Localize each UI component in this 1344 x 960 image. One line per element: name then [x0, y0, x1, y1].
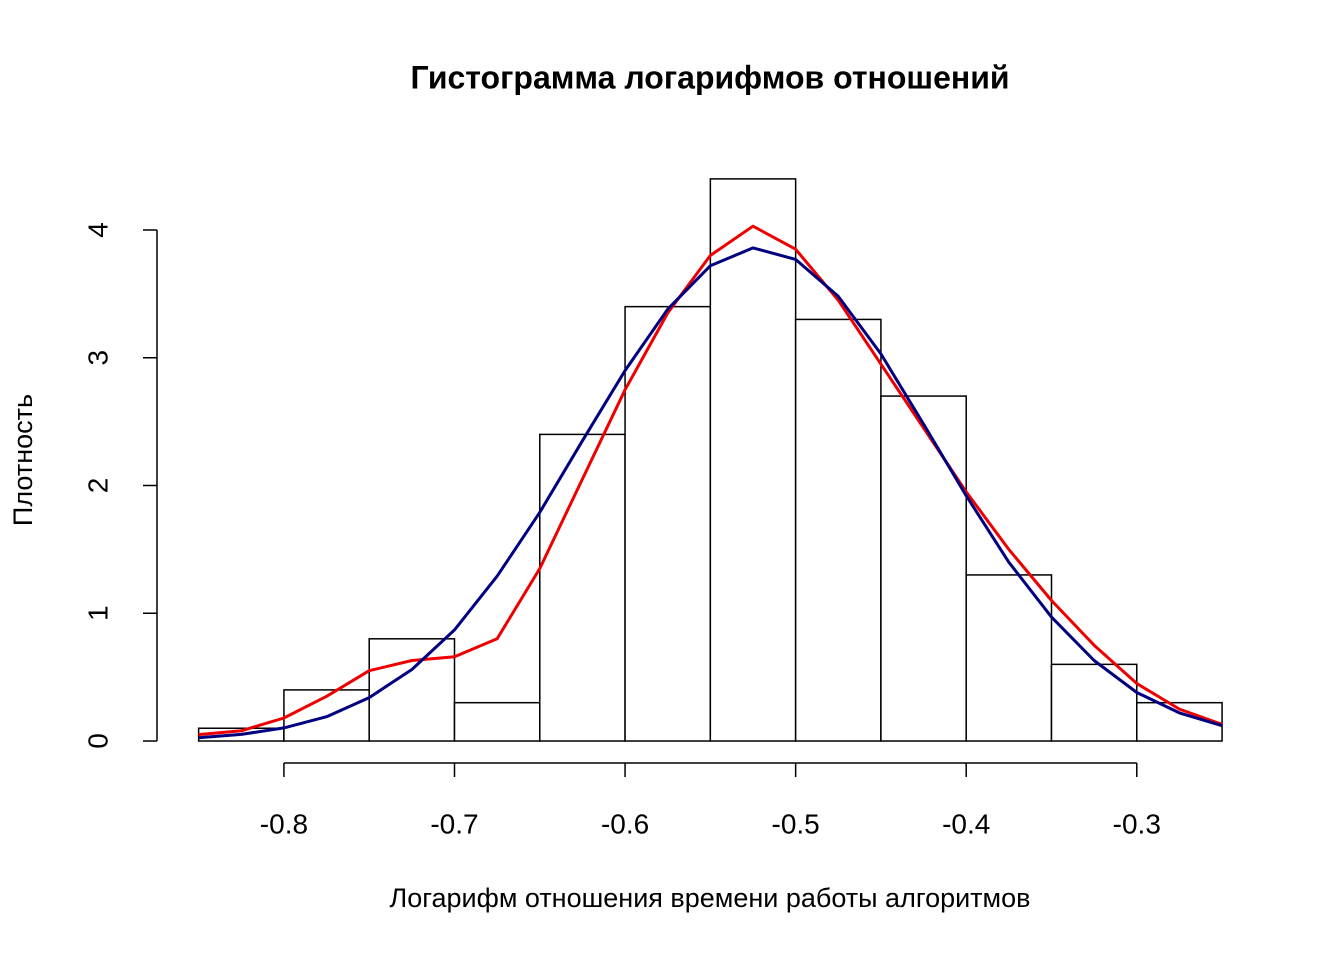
bar [539, 433, 626, 742]
x-tick-label: -0.6 [601, 808, 649, 839]
y-tick-label: 0 [82, 733, 113, 749]
x-tick-label: -0.5 [772, 808, 820, 839]
bar [453, 701, 541, 742]
density-curve [198, 224, 1223, 737]
x-tick-label: -0.4 [942, 808, 990, 839]
bar [880, 395, 967, 742]
x-tick-label: -0.7 [430, 808, 478, 839]
bar [624, 305, 712, 742]
y-axis-label: Плотность [8, 394, 38, 526]
y-tick-label: 2 [82, 478, 113, 494]
y-tick-label: 3 [82, 350, 113, 366]
density-curve [198, 246, 1223, 740]
x-tick-label: -0.8 [260, 808, 308, 839]
x-tick-label: -0.3 [1113, 808, 1161, 839]
y-tick-label: 4 [82, 222, 113, 238]
bar [709, 178, 797, 742]
y-tick-label: 1 [82, 605, 113, 621]
bar [794, 318, 882, 742]
bar [965, 574, 1053, 742]
chart-title: Гистограмма логарифмов отношений [410, 59, 1009, 95]
x-axis-label: Логарифм отношения времени работы алгори… [390, 883, 1031, 913]
bar [1050, 663, 1138, 742]
